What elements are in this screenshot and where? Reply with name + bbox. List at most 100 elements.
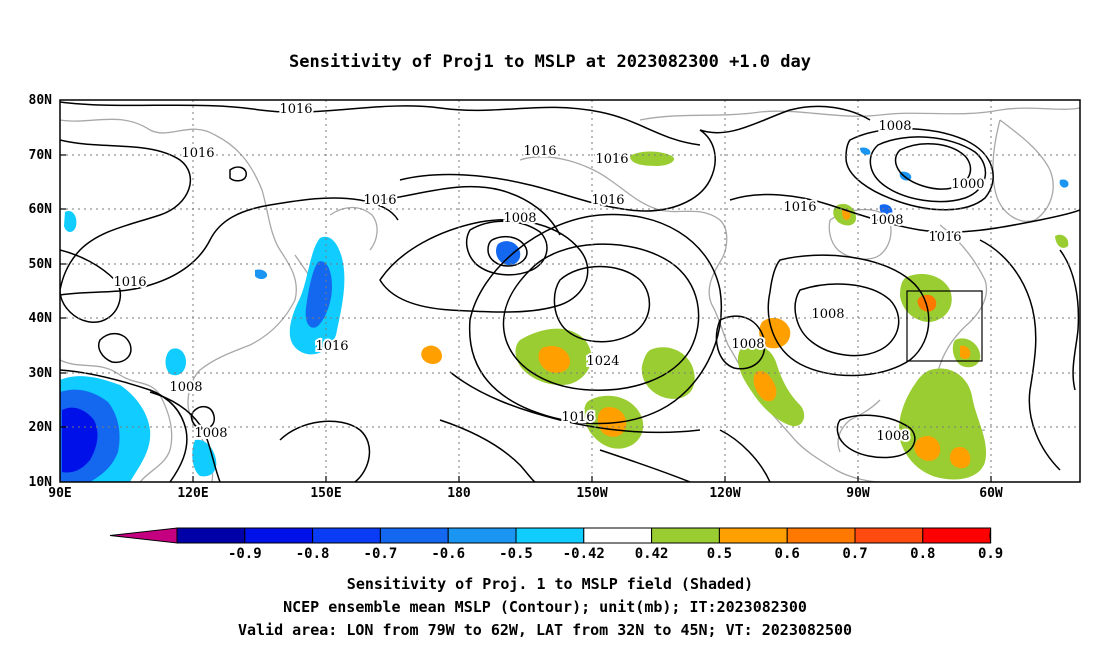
contour-tropical-4 xyxy=(719,429,771,482)
caribbean-positive-core1 xyxy=(914,435,941,461)
contour-1008-us xyxy=(794,283,900,357)
contour-label: 1008 xyxy=(169,380,202,395)
contour-label: 1008 xyxy=(731,337,764,352)
contour-label: 1016 xyxy=(181,146,214,161)
contour-1008-carib xyxy=(836,414,916,459)
lon-label-120w: 120W xyxy=(709,486,740,501)
contour-label: 1016 xyxy=(363,193,396,208)
lat-label-40n: 40N xyxy=(29,311,53,326)
colorbar-tick-label: 0.8 xyxy=(910,546,935,562)
lat-label-60n: 60N xyxy=(29,202,53,217)
contour-label: 1016 xyxy=(591,193,624,208)
contour-label: 1008 xyxy=(878,119,911,134)
east-asia-negative-small xyxy=(165,348,186,376)
contour-1016-east-edge xyxy=(1059,249,1080,391)
baja-positive-core xyxy=(753,370,777,402)
colorbar-tick-label: -0.42 xyxy=(563,546,605,562)
south-china-sea-negative-deep xyxy=(62,407,98,473)
contour-1010-ring xyxy=(190,405,215,430)
contour-1020-high xyxy=(502,243,700,391)
contour-label: 1016 xyxy=(595,152,628,167)
longitude-labels: 90E 120E 150E 180 150W 120W 90W 60W xyxy=(48,486,1003,501)
colorbar-tick-label: 0.6 xyxy=(775,546,800,562)
atlantic-positive-core xyxy=(960,345,971,359)
lat-label-20n: 20N xyxy=(29,420,53,435)
contour-1008-mexico xyxy=(715,315,766,370)
contour-tropical-2 xyxy=(439,419,536,482)
contour-1016-mid xyxy=(379,185,561,236)
map-panel: 1016 1016 1016 1016 1016 1016 1016 1016 … xyxy=(29,93,1081,501)
contour-west-pacific-loops xyxy=(98,332,132,364)
west-pacific-negative xyxy=(64,210,77,232)
colorbar-tick-label: 0.7 xyxy=(842,546,867,562)
lat-label-80n: 80N xyxy=(29,93,53,108)
colorbar-swatch xyxy=(447,527,517,544)
lon-label-150e: 150E xyxy=(310,486,341,501)
contour-tropical-3 xyxy=(599,449,691,482)
colorbar-tick-label: -0.9 xyxy=(228,546,262,562)
colorbar-swatch xyxy=(515,527,585,544)
contour-low-inner xyxy=(487,235,528,267)
contour-1016-aleutian xyxy=(399,129,716,212)
map-frame xyxy=(59,99,1081,483)
colorbar-tick-label: -0.6 xyxy=(431,546,465,562)
contour-1004-arctic xyxy=(869,136,987,203)
central-pacific-positive-core xyxy=(538,345,570,373)
colorbar-tick-label: -0.8 xyxy=(296,546,330,562)
california-positive xyxy=(759,317,791,349)
contour-label: 1008 xyxy=(503,211,536,226)
lon-label-120e: 120E xyxy=(177,486,208,501)
contour-1016-canada xyxy=(729,193,1080,233)
arctic-positive xyxy=(630,151,675,166)
caribbean-positive-core2 xyxy=(949,446,971,469)
contour-label: 1008 xyxy=(870,213,903,228)
alaska-coastline xyxy=(519,156,729,346)
contour-1016-north-pacific-ring xyxy=(229,166,247,182)
nw-atlantic-positive xyxy=(1055,234,1069,248)
arctic-negative-1 xyxy=(860,147,871,155)
lat-label-50n: 50N xyxy=(29,257,53,272)
frame-ticks xyxy=(60,154,992,482)
colorbar-swatch xyxy=(718,527,788,544)
chart-title: Sensitivity of Proj1 to MSLP at 20230823… xyxy=(289,52,811,72)
contour-1016-nw xyxy=(60,139,191,291)
colorbar-swatch xyxy=(379,527,449,544)
colorbar-swatch xyxy=(312,527,381,544)
contour-label: 1024 xyxy=(586,354,619,369)
colorbar-tick-label: -0.7 xyxy=(364,546,398,562)
contour-label: 1016 xyxy=(928,230,961,245)
contour-1016-subtropic xyxy=(449,371,701,434)
aleutian-low-negative xyxy=(496,241,521,266)
latitude-labels: 80N 70N 60N 50N 40N 30N 20N 10N xyxy=(29,93,53,490)
lon-label-90w: 90W xyxy=(846,486,870,501)
hudson-bay-coastline xyxy=(828,208,892,260)
contour-labels: 1016 1016 1016 1016 1016 1016 1016 1016 … xyxy=(111,100,986,446)
graticule xyxy=(60,100,1080,482)
hudson-negative xyxy=(879,204,893,216)
lat-label-30n: 30N xyxy=(29,366,53,381)
colorbar-swatch xyxy=(176,527,246,544)
contour-1008-low xyxy=(465,220,548,276)
contour-label: 1016 xyxy=(783,200,816,215)
contour-label: 1000 xyxy=(951,177,984,192)
contour-label: 1016 xyxy=(113,275,146,290)
lat-label-70n: 70N xyxy=(29,148,53,163)
contour-1008-west-pacific xyxy=(149,391,221,482)
contour-1016-atlantic xyxy=(979,239,1061,471)
valid-area-box xyxy=(906,290,983,362)
canada-arctic-coastline xyxy=(639,107,1080,121)
contour-label: 1008 xyxy=(876,429,909,444)
colorbar-swatch xyxy=(244,527,314,544)
contour-1000-arctic xyxy=(894,143,972,190)
colorbar-tick-label: 0.5 xyxy=(707,546,732,562)
contour-1016-north xyxy=(60,101,701,146)
colorbar-tick-label: 0.9 xyxy=(978,546,1003,562)
lon-label-60w: 60W xyxy=(979,486,1003,501)
colorbar-tick-label: -0.5 xyxy=(499,546,533,562)
lon-label-150w: 150W xyxy=(576,486,607,501)
contour-label: 1016 xyxy=(315,339,348,354)
contour-label: 1016 xyxy=(523,144,556,159)
greenland-negative xyxy=(1059,179,1069,188)
hudson-positive-core xyxy=(842,209,851,220)
contour-label: 1008 xyxy=(811,307,844,322)
